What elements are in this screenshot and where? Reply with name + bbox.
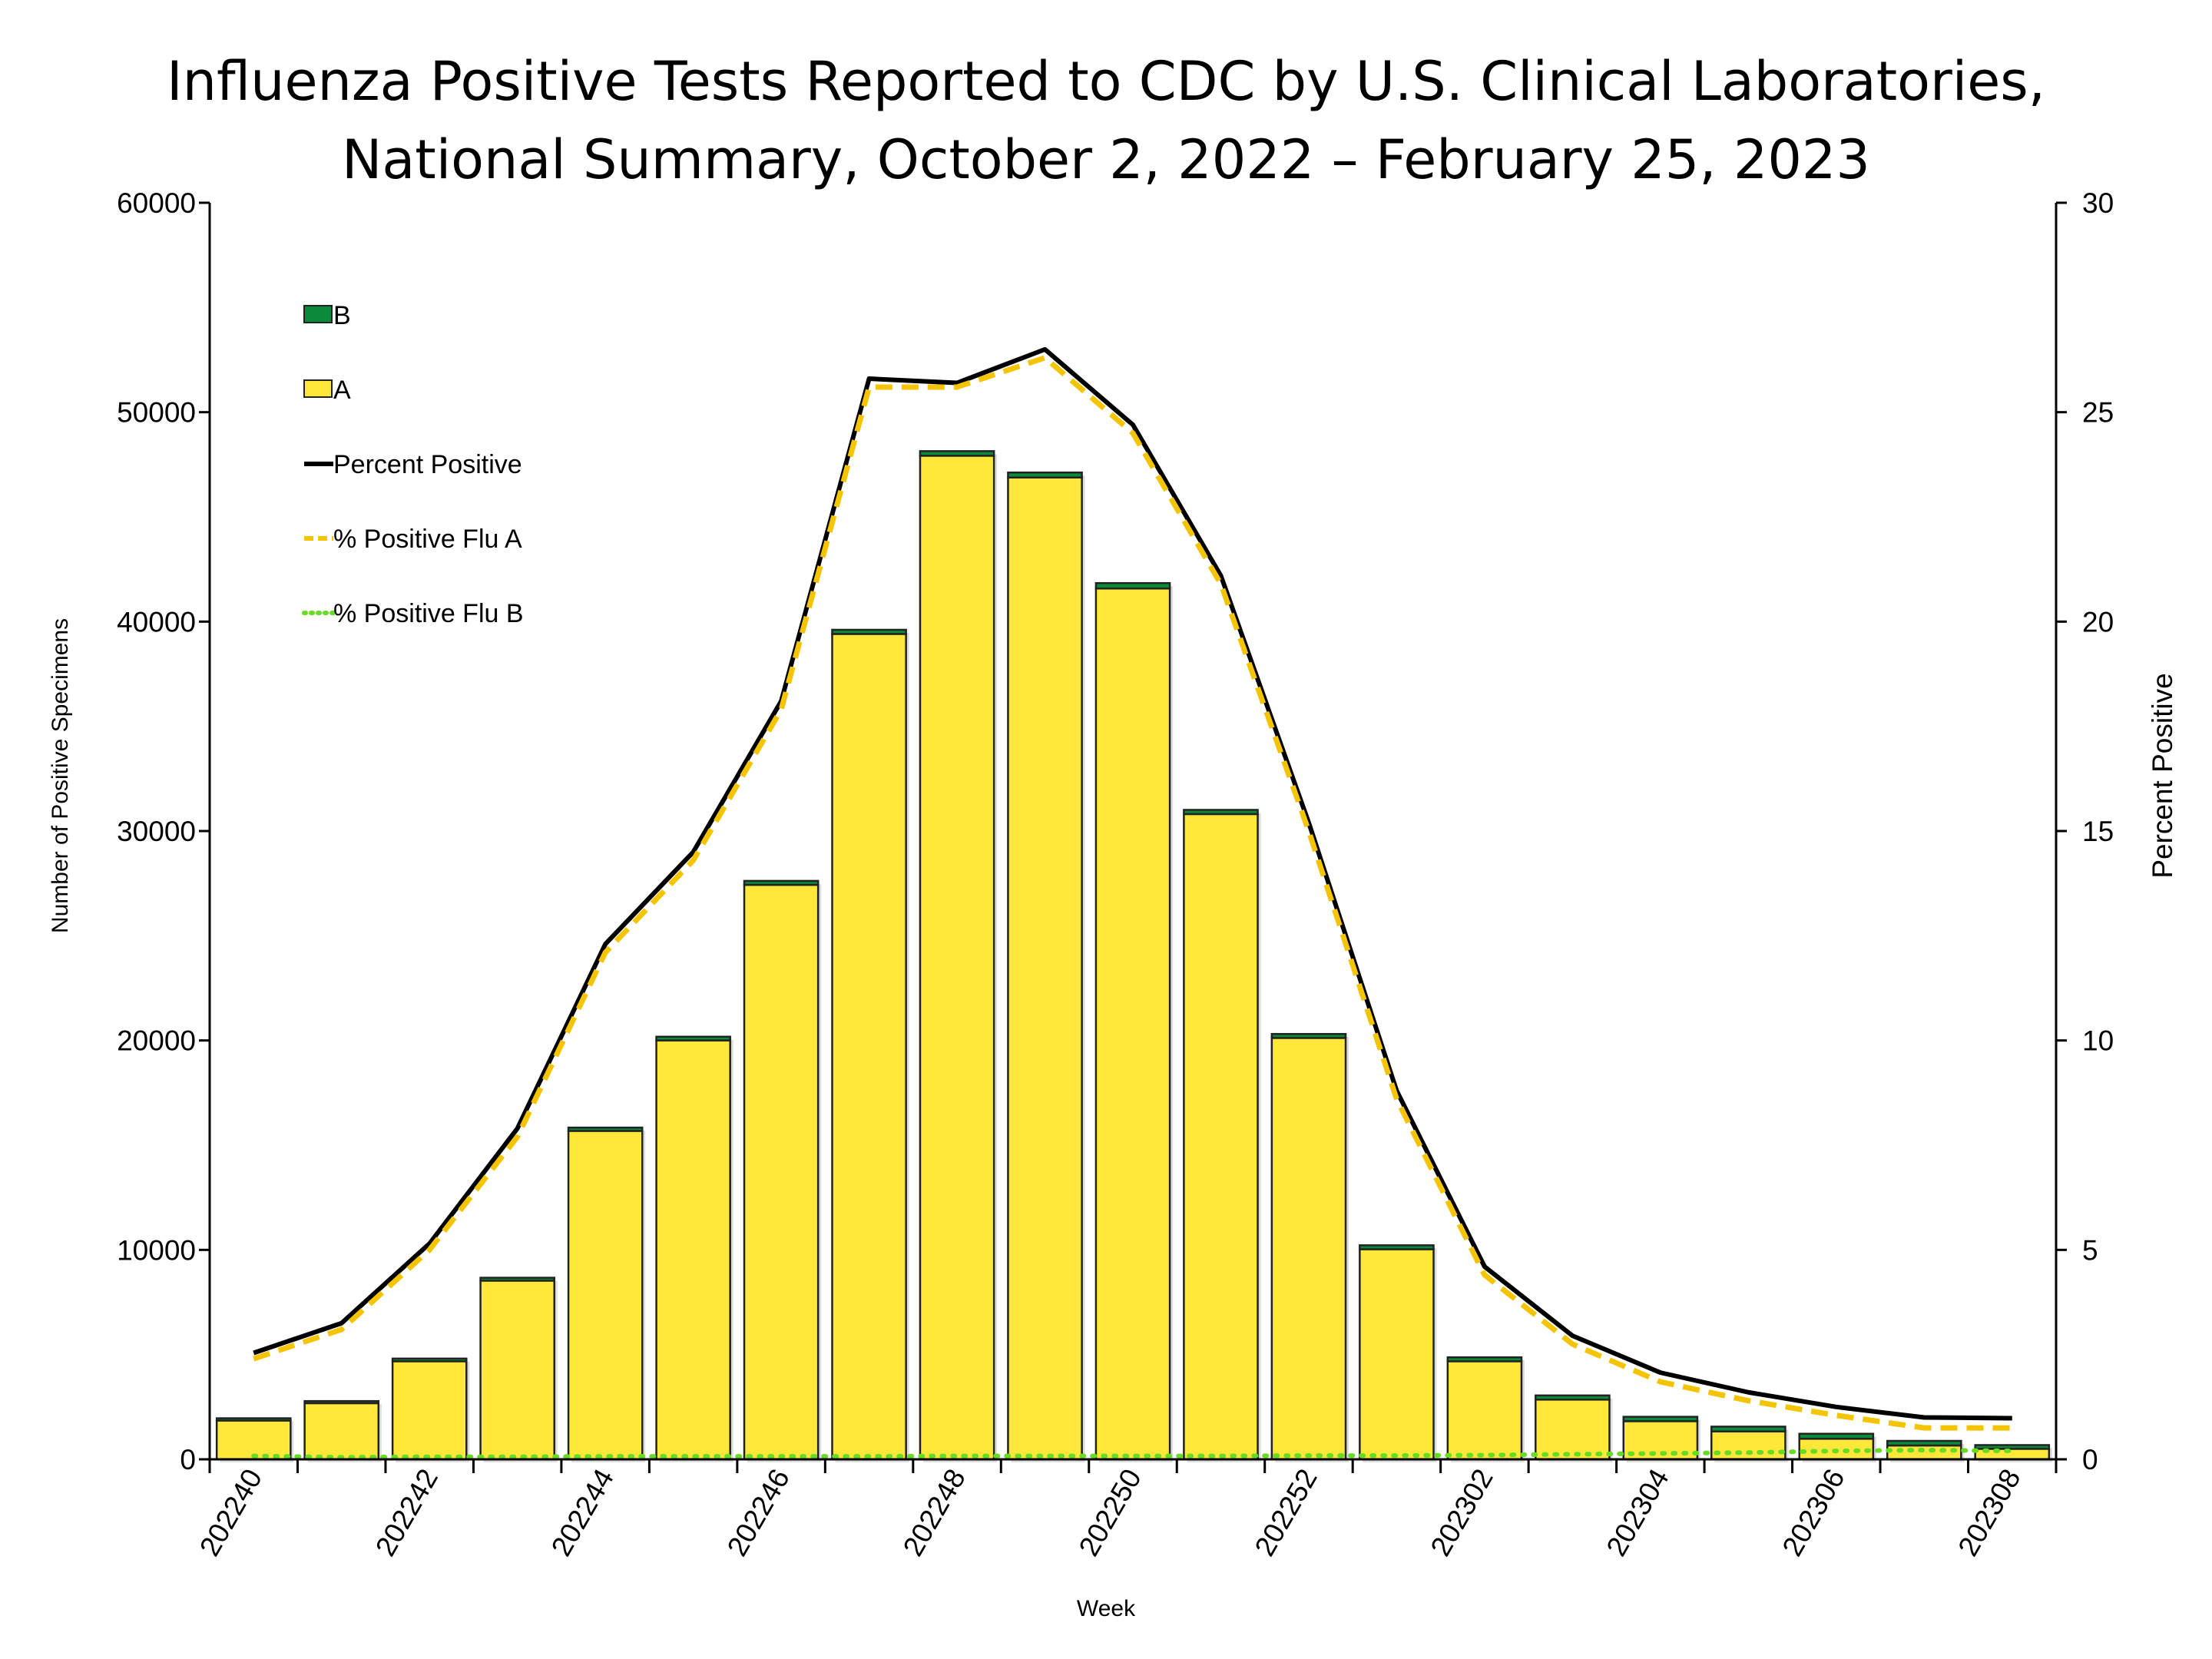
x-tick-label: 202302 (1425, 1464, 1499, 1561)
y2-tick-label: 25 (2082, 397, 2114, 429)
chart-title-line-2: National Summary, October 2, 2022 – Febr… (342, 128, 1870, 191)
y2-tick-label: 30 (2082, 187, 2114, 219)
bar-a-202301 (1359, 1248, 1435, 1461)
y-tick-label: 30000 (117, 816, 196, 847)
bar-b-202308 (1974, 1444, 2051, 1450)
legend--positive-flu-b-label: % Positive Flu B (333, 599, 524, 628)
bar-b-202240 (215, 1417, 292, 1422)
y-axis-title: Number of Positive Specimens (48, 618, 73, 933)
y2-tick-label: 5 (2082, 1234, 2098, 1266)
bar-b-202251 (1183, 809, 1259, 816)
bar-a-202305 (1710, 1430, 1786, 1461)
y-tick-label: 50000 (117, 397, 196, 429)
bar-a-202251 (1183, 813, 1259, 1461)
bar-a-202303 (1535, 1399, 1611, 1461)
y-tick-label: 20000 (117, 1025, 196, 1057)
bar-b-202245 (655, 1035, 731, 1041)
legend-a: A (303, 376, 351, 405)
legend--positive-flu-b: % Positive Flu B (302, 599, 524, 628)
x-tick-label: 202244 (545, 1464, 620, 1561)
bar-b-202250 (1094, 581, 1171, 590)
x-tick-label: 202242 (369, 1464, 444, 1561)
bar-b-202303 (1535, 1394, 1611, 1401)
bar-b-202304 (1622, 1416, 1699, 1422)
bar-b-202248 (919, 450, 995, 457)
bar-a-202245 (655, 1039, 731, 1461)
bar-a-202244 (567, 1130, 644, 1461)
bar-a-202240 (215, 1419, 292, 1461)
bar-a-202241 (303, 1402, 380, 1461)
line--positive-flu-a (253, 355, 2012, 1431)
bar-a-202250 (1094, 588, 1171, 1461)
bar-b-202252 (1270, 1032, 1347, 1039)
x-tick-label: 202248 (897, 1464, 972, 1561)
legend-percent-positive: Percent Positive (304, 450, 522, 479)
legend-a-swatch (303, 379, 333, 398)
bar-a-202248 (919, 455, 995, 1461)
bar-a-202249 (1007, 476, 1083, 1461)
bar-b-202246 (743, 879, 820, 886)
bar-a-202302 (1446, 1360, 1523, 1461)
bar-b-202247 (831, 628, 907, 635)
legend-b-label: B (333, 301, 351, 330)
chart-title-line-1: Influenza Positive Tests Reported to CDC… (167, 50, 2045, 113)
legend--positive-flu-a: % Positive Flu A (304, 525, 522, 554)
bar-b-202307 (1886, 1439, 1962, 1447)
y-tick-label: 0 (180, 1444, 196, 1475)
x-tick-label: 202240 (194, 1464, 268, 1561)
x-tick-label: 202304 (1601, 1464, 1675, 1561)
y2-tick-label: 0 (2082, 1444, 2098, 1475)
x-tick-label: 202308 (1952, 1464, 2026, 1561)
bar-a-202242 (391, 1360, 468, 1461)
legend-b-swatch (303, 305, 333, 323)
x-tick-label: 202306 (1776, 1464, 1850, 1561)
x-axis-title: Week (1077, 1596, 1136, 1621)
bar-b-202301 (1359, 1244, 1435, 1250)
bar-b-202241 (303, 1399, 380, 1405)
bar-b-202244 (567, 1126, 644, 1132)
y-tick-label: 40000 (117, 606, 196, 637)
y-tick-label: 60000 (117, 187, 196, 219)
bar-b-202242 (391, 1357, 468, 1363)
y-tick-label: 10000 (117, 1234, 196, 1266)
x-tick-label: 202252 (1249, 1464, 1323, 1561)
legend--positive-flu-a-label: % Positive Flu A (333, 525, 522, 554)
bar-a-202246 (743, 883, 820, 1461)
bar-b-202305 (1710, 1426, 1786, 1432)
legend-b: B (303, 301, 351, 330)
bar-b-202243 (479, 1277, 555, 1282)
y2-axis-title: Percent Positive (2147, 673, 2178, 878)
bar-b-202306 (1798, 1432, 1875, 1440)
x-tick-label: 202246 (721, 1464, 796, 1561)
bar-a-202252 (1270, 1037, 1347, 1461)
y2-tick-label: 10 (2082, 1025, 2114, 1057)
y2-tick-label: 20 (2082, 606, 2114, 637)
x-tick-label: 202250 (1073, 1464, 1147, 1561)
bar-b-202249 (1007, 471, 1083, 478)
legend-a-label: A (333, 376, 351, 405)
bar-b-202302 (1446, 1356, 1523, 1363)
y2-tick-label: 15 (2082, 816, 2114, 847)
line--positive-flu-b (251, 1448, 2015, 1460)
legend-percent-positive-label: Percent Positive (333, 450, 522, 479)
bar-a-202247 (831, 633, 907, 1461)
bar-a-202243 (479, 1280, 555, 1461)
line-percent-positive (253, 346, 2012, 1421)
